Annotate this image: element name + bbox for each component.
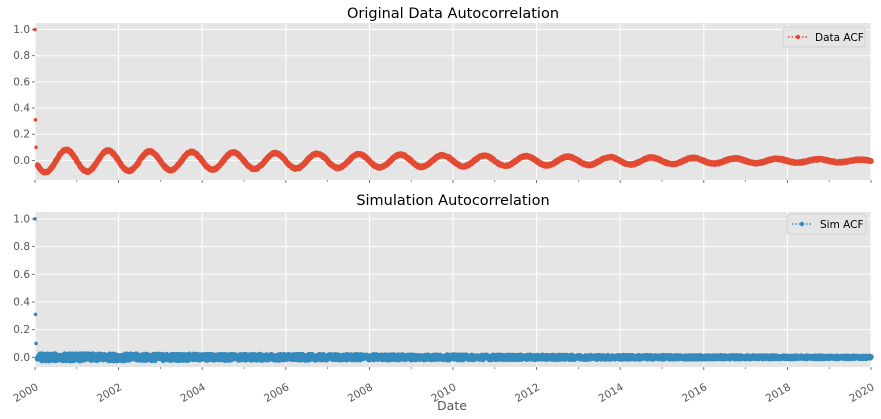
series-marker	[868, 354, 874, 360]
y-tick-label: 0.8	[13, 241, 30, 253]
series-marker	[95, 357, 100, 363]
grid-original	[34, 23, 872, 180]
legend-marker-sim-acf	[792, 221, 812, 227]
series-marker	[46, 353, 52, 359]
legend-dot	[795, 34, 801, 40]
data-point	[33, 118, 38, 122]
series-marker	[93, 354, 98, 359]
data-point	[33, 312, 38, 317]
y-tick-label: 0.2	[13, 324, 30, 336]
y-ticks-simulation: 0.0 0.2 0.4 0.6 0.8 1.0	[13, 213, 35, 364]
x-tick-label: 2020	[847, 381, 876, 405]
legend-dot	[799, 221, 805, 227]
chart-title-simulation: Simulation Autocorrelation	[356, 193, 549, 209]
x-axis-label: Date	[437, 398, 467, 413]
panel-simulation: 0.0 0.2 0.4 0.6 0.8 1.0 2000 2002 2004 2006 2008 2…	[11, 193, 876, 413]
series-marker	[168, 357, 174, 362]
legend-box-original	[782, 26, 866, 48]
series-marker	[53, 351, 58, 357]
x-tick-label: 2012	[513, 381, 542, 405]
legend-label-data-acf: Data ACF	[815, 32, 864, 44]
x-tick-label: 2004	[179, 381, 208, 405]
y-tick-label: 0.0	[13, 155, 30, 167]
x-tick-label: 2008	[346, 381, 375, 405]
series-marker	[382, 356, 388, 362]
x-tick-label: 2018	[764, 381, 793, 405]
series-marker	[149, 358, 154, 363]
y-tick-label: 0.4	[13, 103, 30, 115]
series-marker	[72, 357, 77, 362]
chart-title-original: Original Data Autocorrelation	[347, 6, 559, 22]
series-marker	[198, 357, 203, 362]
series-marker	[204, 357, 209, 363]
data-point	[34, 341, 38, 346]
series-sim-acf	[33, 217, 874, 364]
legend-original: Data ACF	[782, 26, 866, 48]
series-marker	[400, 353, 406, 358]
y-tick-label: 0.4	[13, 296, 30, 308]
series-marker	[82, 357, 88, 362]
x-tick-label: 2016	[680, 381, 709, 405]
y-tick-label: 0.6	[13, 269, 30, 281]
x-tick-label: 2006	[262, 381, 291, 405]
x-tick-label: 2014	[597, 381, 626, 405]
y-tick-label: 1.0	[13, 24, 30, 36]
y-tick-label: 1.0	[13, 213, 30, 225]
x-tick-label: 2002	[95, 381, 124, 405]
series-marker	[266, 357, 271, 362]
legend-box-simulation	[786, 213, 867, 235]
x-ticks-original	[34, 180, 872, 183]
series-marker	[269, 353, 275, 358]
series-marker	[182, 354, 188, 359]
series-marker	[868, 158, 874, 164]
series-marker	[114, 357, 120, 363]
series-data-acf	[33, 27, 874, 176]
legend-marker-data-acf	[788, 34, 808, 40]
y-tick-label: 0.8	[13, 50, 30, 62]
data-point	[34, 145, 38, 150]
x-tick-label: 2000	[11, 381, 40, 405]
y-tick-label: 0.2	[13, 129, 30, 141]
series-marker	[225, 352, 230, 358]
legend-simulation: Sim ACF	[786, 213, 867, 235]
y-tick-label: 0.6	[13, 76, 30, 88]
series-marker	[146, 353, 152, 358]
panel-original-data: 0.0 0.2 0.4 0.6 0.8 1.0 Original Data Autocor…	[13, 6, 874, 183]
y-ticks-original: 0.0 0.2 0.4 0.6 0.8 1.0	[13, 24, 35, 167]
y-tick-label: 0.0	[13, 352, 30, 364]
series-marker	[385, 353, 390, 359]
legend-label-sim-acf: Sim ACF	[820, 219, 864, 231]
series-marker	[195, 352, 200, 357]
